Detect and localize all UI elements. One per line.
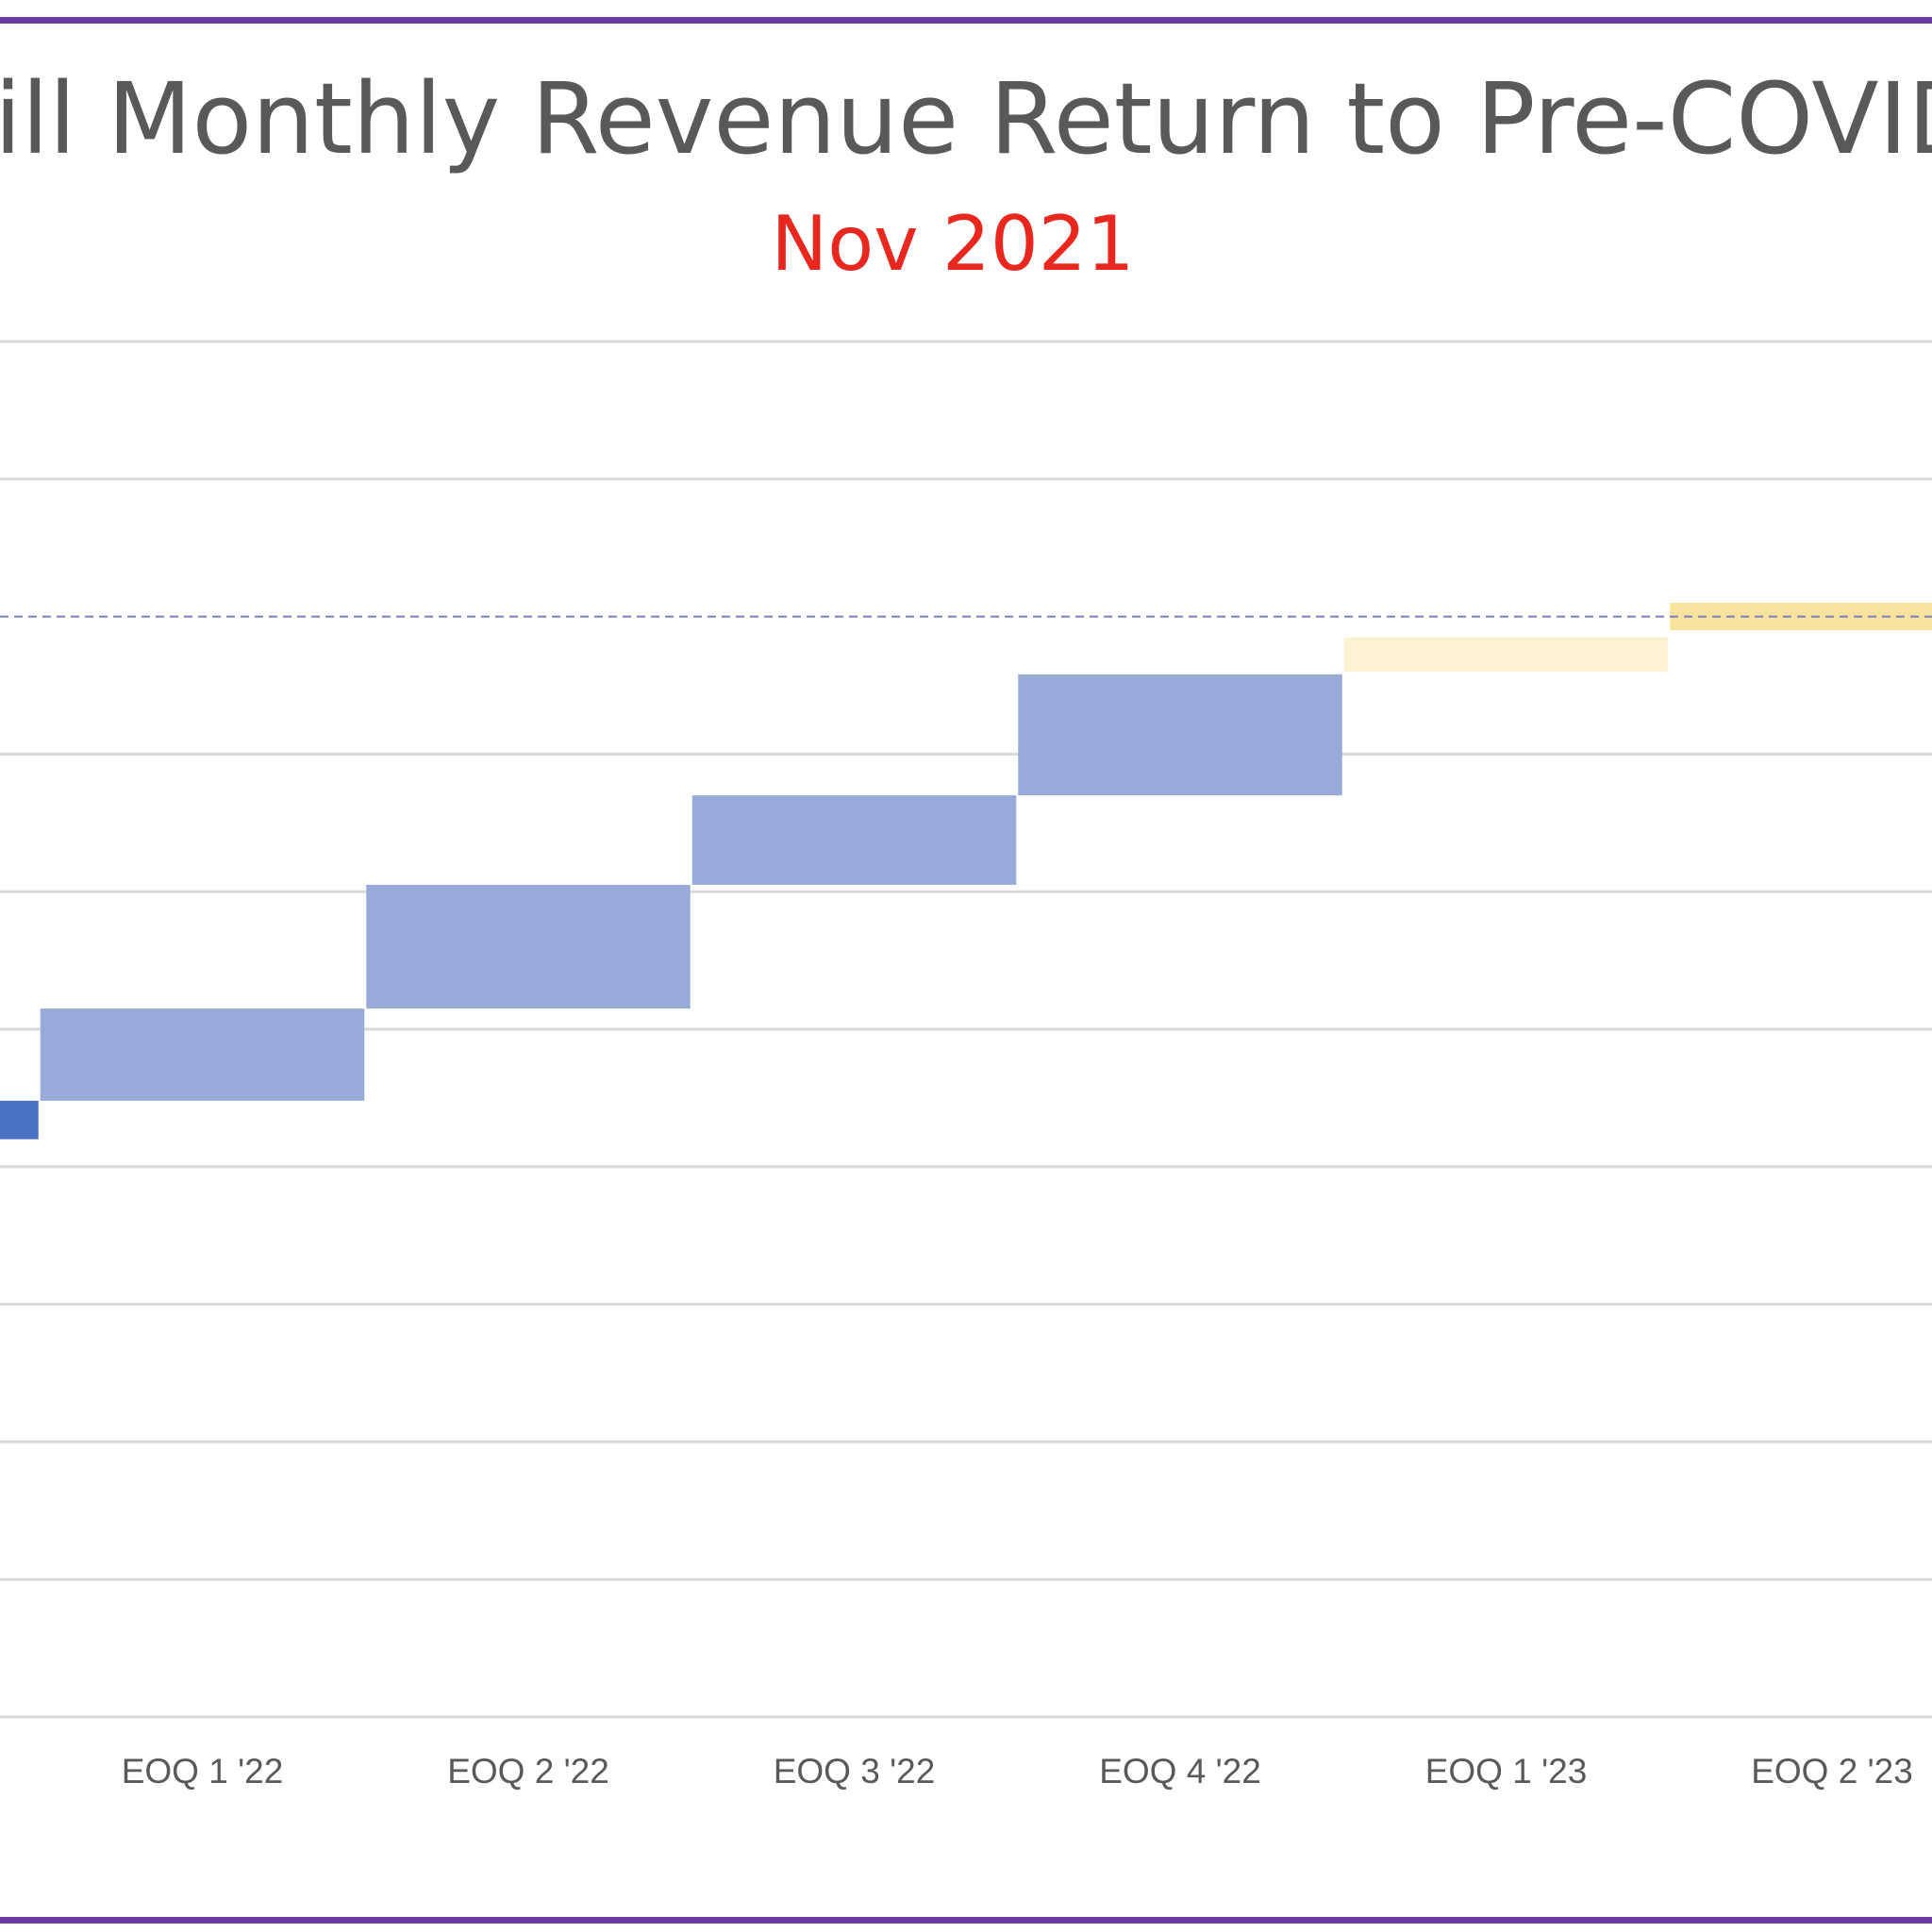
x-tick-label: EOQ 2 '23 bbox=[1751, 1752, 1913, 1790]
bar-0 bbox=[0, 1100, 39, 1140]
x-tick-label: EOQ 4 '22 bbox=[1099, 1752, 1261, 1790]
bar-5 bbox=[1343, 637, 1669, 672]
x-tick-label: EOQ 2 '22 bbox=[447, 1752, 609, 1790]
chart-title: ill Monthly Revenue Return to Pre-COVID bbox=[0, 61, 1932, 176]
x-tick-label: EOQ 1 '22 bbox=[122, 1752, 284, 1790]
bar-3 bbox=[691, 795, 1017, 885]
chart-subtitle: Nov 2021 bbox=[771, 200, 1134, 288]
bar-2 bbox=[366, 884, 691, 1009]
frame-top-border bbox=[0, 17, 1932, 24]
bars bbox=[0, 603, 1932, 1140]
x-tick-label: EOQ 1 '23 bbox=[1425, 1752, 1588, 1790]
frame-bottom-border bbox=[0, 1917, 1932, 1924]
bar-4 bbox=[1018, 674, 1342, 796]
bar-1 bbox=[40, 1008, 365, 1101]
x-tick-label: EOQ 3 '22 bbox=[774, 1752, 936, 1790]
x-axis-tick-labels: EOQ 1 '22 EOQ 2 '22 EOQ 3 '22 EOQ 4 '22 EOQ … bbox=[122, 1752, 1913, 1790]
